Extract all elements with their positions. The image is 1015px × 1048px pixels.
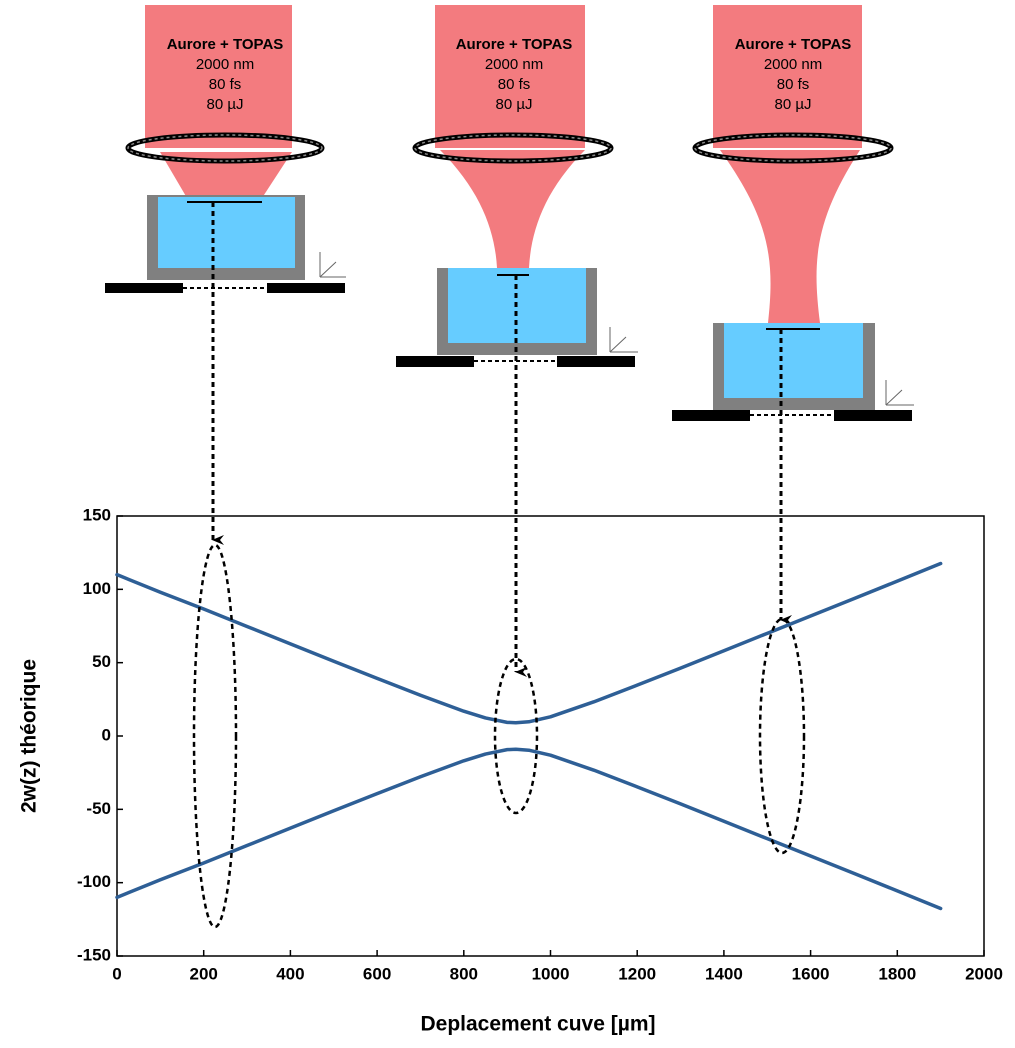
axes-icon bbox=[609, 327, 638, 353]
stage bbox=[267, 283, 345, 293]
cuvette-liquid bbox=[724, 323, 863, 398]
x-axis-label: Deplacement cuve [µm] bbox=[420, 1013, 655, 1036]
panel-label: 80 µJ bbox=[207, 96, 244, 113]
panel-text: Aurore + TOPAS 2000 nm 80 fs 80 µJ Aurore + … bbox=[167, 36, 852, 113]
stage bbox=[105, 283, 183, 293]
highlight-ellipse bbox=[192, 543, 238, 929]
y-tick-label: -150 bbox=[77, 945, 111, 964]
panel-label: 80 µJ bbox=[496, 96, 533, 113]
y-tick-label: -50 bbox=[86, 799, 111, 818]
x-tick-label: 600 bbox=[363, 964, 391, 983]
x-tick-label: 1400 bbox=[705, 964, 743, 983]
y-tick-label: 50 bbox=[92, 652, 111, 671]
panel-label: 2000 nm bbox=[196, 56, 254, 73]
stage bbox=[396, 356, 474, 367]
x-tick-label: 0 bbox=[112, 964, 121, 983]
highlight-ellipse bbox=[758, 617, 806, 855]
panel-label: 80 µJ bbox=[775, 96, 812, 113]
lens-texture bbox=[127, 134, 323, 162]
lens-texture bbox=[694, 134, 892, 162]
x-tick-label: 800 bbox=[450, 964, 478, 983]
plot: -150 -100 -50 0 50 100 150 0 200 400 600 800 1000 120… bbox=[77, 505, 1003, 983]
focused-beam bbox=[160, 152, 292, 198]
x-tick-label: 1200 bbox=[618, 964, 656, 983]
stage bbox=[557, 356, 635, 367]
x-tick-label: 200 bbox=[190, 964, 218, 983]
panel-label: 80 fs bbox=[209, 76, 242, 93]
panel-label: 2000 nm bbox=[764, 56, 822, 73]
cuvette-liquid bbox=[158, 197, 295, 268]
panel-label: 80 fs bbox=[777, 76, 810, 93]
x-tick-label: 1600 bbox=[792, 964, 830, 983]
x-tick-label: 400 bbox=[276, 964, 304, 983]
laser-beam bbox=[713, 5, 862, 148]
axes-icon bbox=[885, 380, 914, 406]
data-line bbox=[115, 561, 943, 725]
data-line bbox=[115, 747, 943, 911]
y-tick-label: 100 bbox=[83, 579, 111, 598]
panel-label: 2000 nm bbox=[485, 56, 543, 73]
focused-beam bbox=[440, 150, 585, 268]
panel-label: Aurore + TOPAS bbox=[456, 36, 573, 53]
annotations bbox=[192, 543, 806, 929]
plot-frame bbox=[116, 515, 985, 957]
panel-label: 80 fs bbox=[498, 76, 531, 93]
x-tick-label: 1800 bbox=[878, 964, 916, 983]
setup-diagram bbox=[105, 5, 914, 677]
y-tick-label: 150 bbox=[83, 505, 111, 524]
axes-icon bbox=[319, 252, 346, 278]
stage bbox=[834, 410, 912, 421]
laser-beam bbox=[435, 5, 585, 148]
stage bbox=[672, 410, 750, 421]
highlight-ellipse bbox=[493, 657, 539, 815]
y-tick-label: 0 bbox=[102, 725, 111, 744]
panel-label: Aurore + TOPAS bbox=[735, 36, 852, 53]
lens-texture bbox=[414, 134, 612, 162]
y-tick-label: -100 bbox=[77, 872, 111, 891]
panel-label: Aurore + TOPAS bbox=[167, 36, 284, 53]
focused-beam bbox=[720, 150, 860, 323]
x-tick-label: 1000 bbox=[532, 964, 570, 983]
y-axis-label: 2w(z) théorique bbox=[18, 659, 41, 813]
laser-beam bbox=[145, 5, 292, 148]
x-tick-label: 2000 bbox=[965, 964, 1003, 983]
